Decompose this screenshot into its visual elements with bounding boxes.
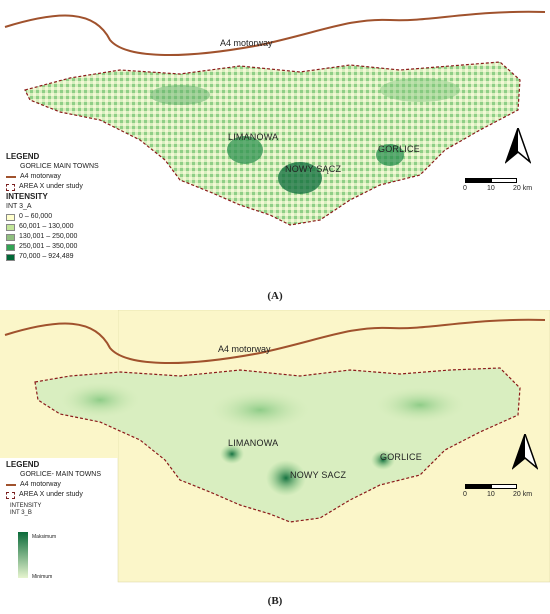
legend-class-swatch <box>6 223 15 231</box>
caption-a: (A) <box>267 290 283 302</box>
north-arrow-icon <box>505 128 531 164</box>
intensity-title: INTENSITY <box>10 503 42 509</box>
legend-class-label: 70,000 – 924,489 <box>19 253 74 260</box>
town-label-gorlice: GORLICE <box>380 452 422 462</box>
motorway-line <box>4 10 546 57</box>
legend-b: LEGEND GORLICE- MAIN TOWNS A4 motorway A… <box>2 460 114 582</box>
scale-label: 10 <box>487 185 495 192</box>
gradient-min-label: Minimum <box>32 574 53 580</box>
scale-label: 10 <box>487 491 495 498</box>
scale-label: 0 <box>463 185 467 192</box>
town-label-nowy-sacz: NOWY SĄCZ <box>285 164 342 174</box>
legend-item: GORLICE- MAIN TOWNS <box>20 471 102 478</box>
town-label-nowy-sacz: NOWY SACZ <box>290 470 347 480</box>
legend-class-swatch <box>6 243 15 251</box>
map-panel-b: A4 motorway LIMANOWA NOWY SACZ GORLICE 0… <box>0 310 550 607</box>
legend-class-row: 250,001 – 350,000 <box>6 242 186 252</box>
legend-item: GORLICE MAIN TOWNS <box>20 163 99 170</box>
map-b-canvas <box>0 310 550 583</box>
town-label-gorlice: GORLICE <box>378 144 420 154</box>
legend-class-swatch <box>6 233 15 241</box>
scale-label: 0 <box>463 491 467 498</box>
layer-name: INT 3_A <box>6 203 32 210</box>
legend-item: AREA X under study <box>6 182 186 192</box>
motorway-label: A4 motorway <box>218 344 271 354</box>
town-label-limanowa: LIMANOWA <box>228 132 279 142</box>
legend-class-label: 0 – 60,000 <box>19 213 53 220</box>
motorway-label: A4 motorway <box>220 38 273 48</box>
scale-bar-a: 0 10 20 km <box>463 178 545 198</box>
legend-class-label: 250,001 – 350,000 <box>19 243 78 250</box>
legend-class-swatch <box>6 213 15 221</box>
legend-item: AREA X under study <box>2 490 114 500</box>
legend-class-row: 0 – 60,000 <box>6 212 186 222</box>
motorway-line <box>4 318 546 365</box>
town-label-limanowa: LIMANOWA <box>228 438 279 448</box>
scale-bar-b: 0 10 20 km <box>463 484 545 504</box>
legend-title: LEGEND <box>6 460 40 469</box>
intensity-gradient <box>18 532 28 578</box>
scale-label: 20 km <box>513 185 533 192</box>
intensity-title: INTENSITY <box>6 192 48 201</box>
legend-class-row: 70,000 – 924,489 <box>6 252 186 262</box>
study-area-a <box>24 61 521 226</box>
gradient-max-label: Maksimum <box>32 534 57 540</box>
legend-class-row: 60,001 – 130,000 <box>6 222 186 232</box>
legend-class-row: 130,001 – 250,000 <box>6 232 186 242</box>
layer-name: INT 3_B <box>10 510 32 516</box>
map-a-canvas <box>4 10 546 226</box>
legend-item: A4 motorway <box>2 480 114 490</box>
map-panel-a: A4 motorway LIMANOWA NOWY SĄCZ GORLICE 0… <box>0 0 550 302</box>
legend-class-swatch <box>6 253 15 261</box>
legend-item: A4 motorway <box>6 172 186 182</box>
north-arrow-icon <box>512 434 538 470</box>
caption-b: (B) <box>267 595 283 607</box>
legend-title: LEGEND <box>6 152 40 161</box>
legend-class-label: 60,001 – 130,000 <box>19 223 74 230</box>
legend-class-label: 130,001 – 250,000 <box>19 233 78 240</box>
scale-label: 20 km <box>513 491 533 498</box>
legend-a: LEGEND GORLICE MAIN TOWNS A4 motorway AR… <box>6 152 186 262</box>
